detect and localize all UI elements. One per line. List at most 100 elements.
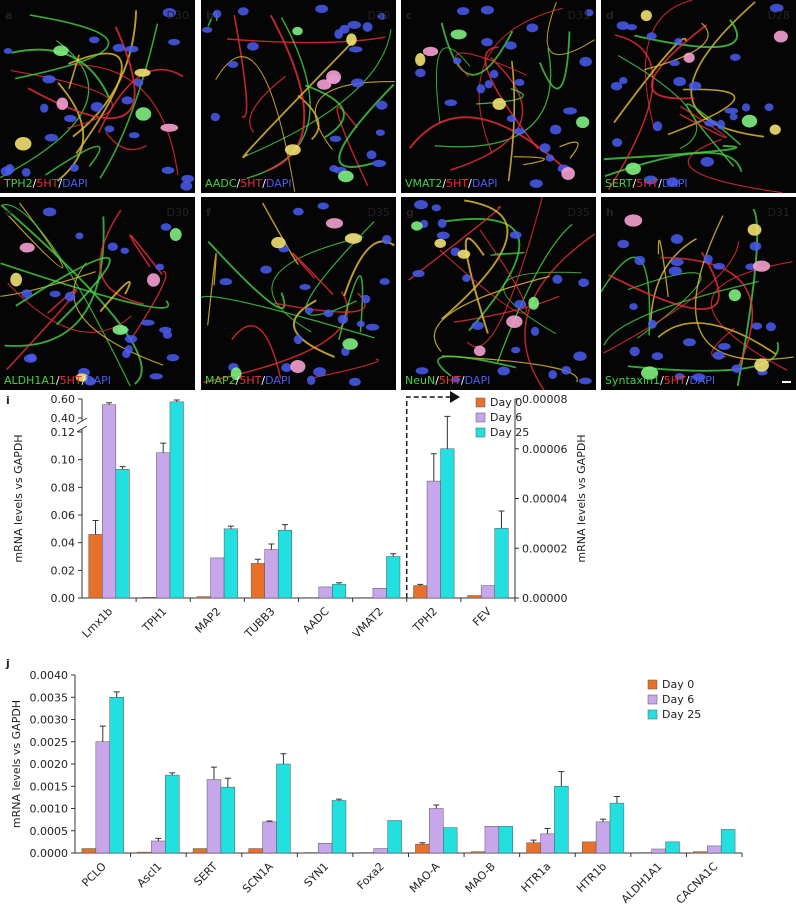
nucleus: [375, 129, 385, 136]
neurite: [207, 241, 286, 309]
stain-separator: /: [236, 374, 240, 387]
error-bar: [498, 510, 505, 529]
error-bar: [268, 543, 275, 550]
stain-marker: SERT: [605, 177, 633, 190]
nucleus: [356, 320, 365, 328]
cell-body: [290, 360, 306, 374]
nucleus: [476, 84, 486, 94]
bar: [426, 480, 441, 599]
y-axis-label: mRNA levels vs GAPDH: [10, 700, 23, 828]
y-tick-label: 0.00004: [522, 493, 568, 506]
neurite: [267, 14, 306, 172]
nucleus: [610, 81, 623, 91]
neurite: [602, 241, 740, 354]
error-bar: [419, 842, 426, 845]
neurite: [466, 197, 543, 348]
panel-letter: e: [5, 206, 12, 219]
panel-letter: g: [406, 206, 414, 219]
chart: j 0.0000 0.0005 0.0010 0.0015 0.0020 0.0025 0.0…: [5, 657, 743, 907]
bar: [442, 827, 458, 854]
stain-marker: 5HT: [60, 374, 82, 387]
cell-body: [316, 79, 332, 90]
bar: [413, 585, 428, 599]
panel-day: D31: [568, 9, 590, 22]
nucleus: [44, 133, 59, 142]
cell-body: [769, 124, 781, 135]
nucleus: [471, 321, 484, 330]
cell-body: [147, 273, 161, 287]
nucleus: [634, 255, 646, 266]
x-tick-label: TPH2: [410, 605, 440, 635]
cell-body: [741, 114, 758, 128]
bar: [192, 848, 208, 854]
neurite: [627, 341, 780, 372]
bar: [223, 528, 238, 599]
nucleus: [121, 96, 133, 105]
y-tick-label: 0.06: [51, 509, 76, 522]
nucleus: [451, 376, 461, 383]
neurite: [433, 275, 550, 352]
cell-body: [56, 97, 69, 110]
panel-letter: f: [206, 206, 211, 219]
nucleus: [299, 284, 311, 291]
nucleus: [629, 303, 638, 311]
bar: [169, 401, 184, 599]
bar: [429, 808, 444, 854]
stain-label: Syntaxin1/5HT/DAPI: [605, 374, 715, 387]
nucleus: [682, 338, 696, 347]
nucleus: [529, 179, 543, 188]
neurite: [45, 145, 101, 176]
nucleus: [323, 309, 334, 318]
neurite: [667, 88, 736, 136]
nucleus: [717, 343, 731, 350]
neurite: [679, 105, 727, 139]
neurite: [513, 156, 545, 166]
nucleus: [729, 113, 738, 121]
error-bar: [113, 691, 120, 698]
nucleus: [456, 7, 470, 16]
error-bar: [160, 442, 167, 453]
x-tick-label: PCLO: [79, 860, 109, 890]
stain-separator: /: [262, 177, 266, 190]
error-bar: [600, 818, 607, 822]
x-tick-label: MAO-A: [407, 860, 443, 896]
nucleus: [563, 107, 577, 115]
nucleus: [668, 266, 683, 276]
stain-marker: 5HT: [664, 374, 686, 387]
nucleus: [437, 218, 447, 228]
cell-body: [492, 98, 506, 110]
nucleus: [181, 174, 194, 183]
stain-marker: 5HT: [636, 177, 658, 190]
bar: [165, 774, 180, 854]
neurite: [657, 239, 669, 297]
bar: [386, 556, 401, 599]
cell-body: [561, 167, 575, 181]
bar: [88, 534, 103, 599]
neurite: [559, 141, 579, 159]
nucleus: [377, 12, 386, 20]
error-bar: [430, 453, 437, 482]
cell-body: [434, 238, 447, 248]
stain-marker: TPH2: [3, 177, 33, 190]
cell-body: [415, 53, 426, 67]
stain-separator: /: [658, 177, 662, 190]
error-bar: [336, 582, 343, 585]
neurite: [336, 106, 369, 187]
bar: [317, 842, 333, 854]
nucleus: [617, 239, 630, 249]
neurite: [249, 75, 287, 133]
cell-body: [506, 315, 523, 329]
nucleus: [579, 56, 592, 67]
nucleus: [306, 375, 316, 386]
nucleus: [731, 364, 743, 374]
y-tick-label: 0.00000: [522, 592, 568, 605]
y-tick-label: 0.60: [51, 393, 76, 406]
cell-body: [338, 170, 354, 183]
neurite: [450, 57, 524, 171]
neurite: [434, 47, 552, 148]
neurite: [0, 204, 143, 385]
panel-letter: h: [606, 206, 614, 219]
